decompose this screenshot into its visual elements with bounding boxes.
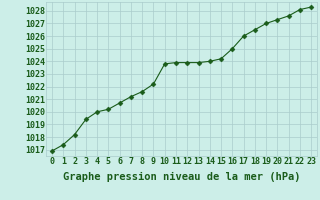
X-axis label: Graphe pression niveau de la mer (hPa): Graphe pression niveau de la mer (hPa) — [63, 172, 300, 182]
